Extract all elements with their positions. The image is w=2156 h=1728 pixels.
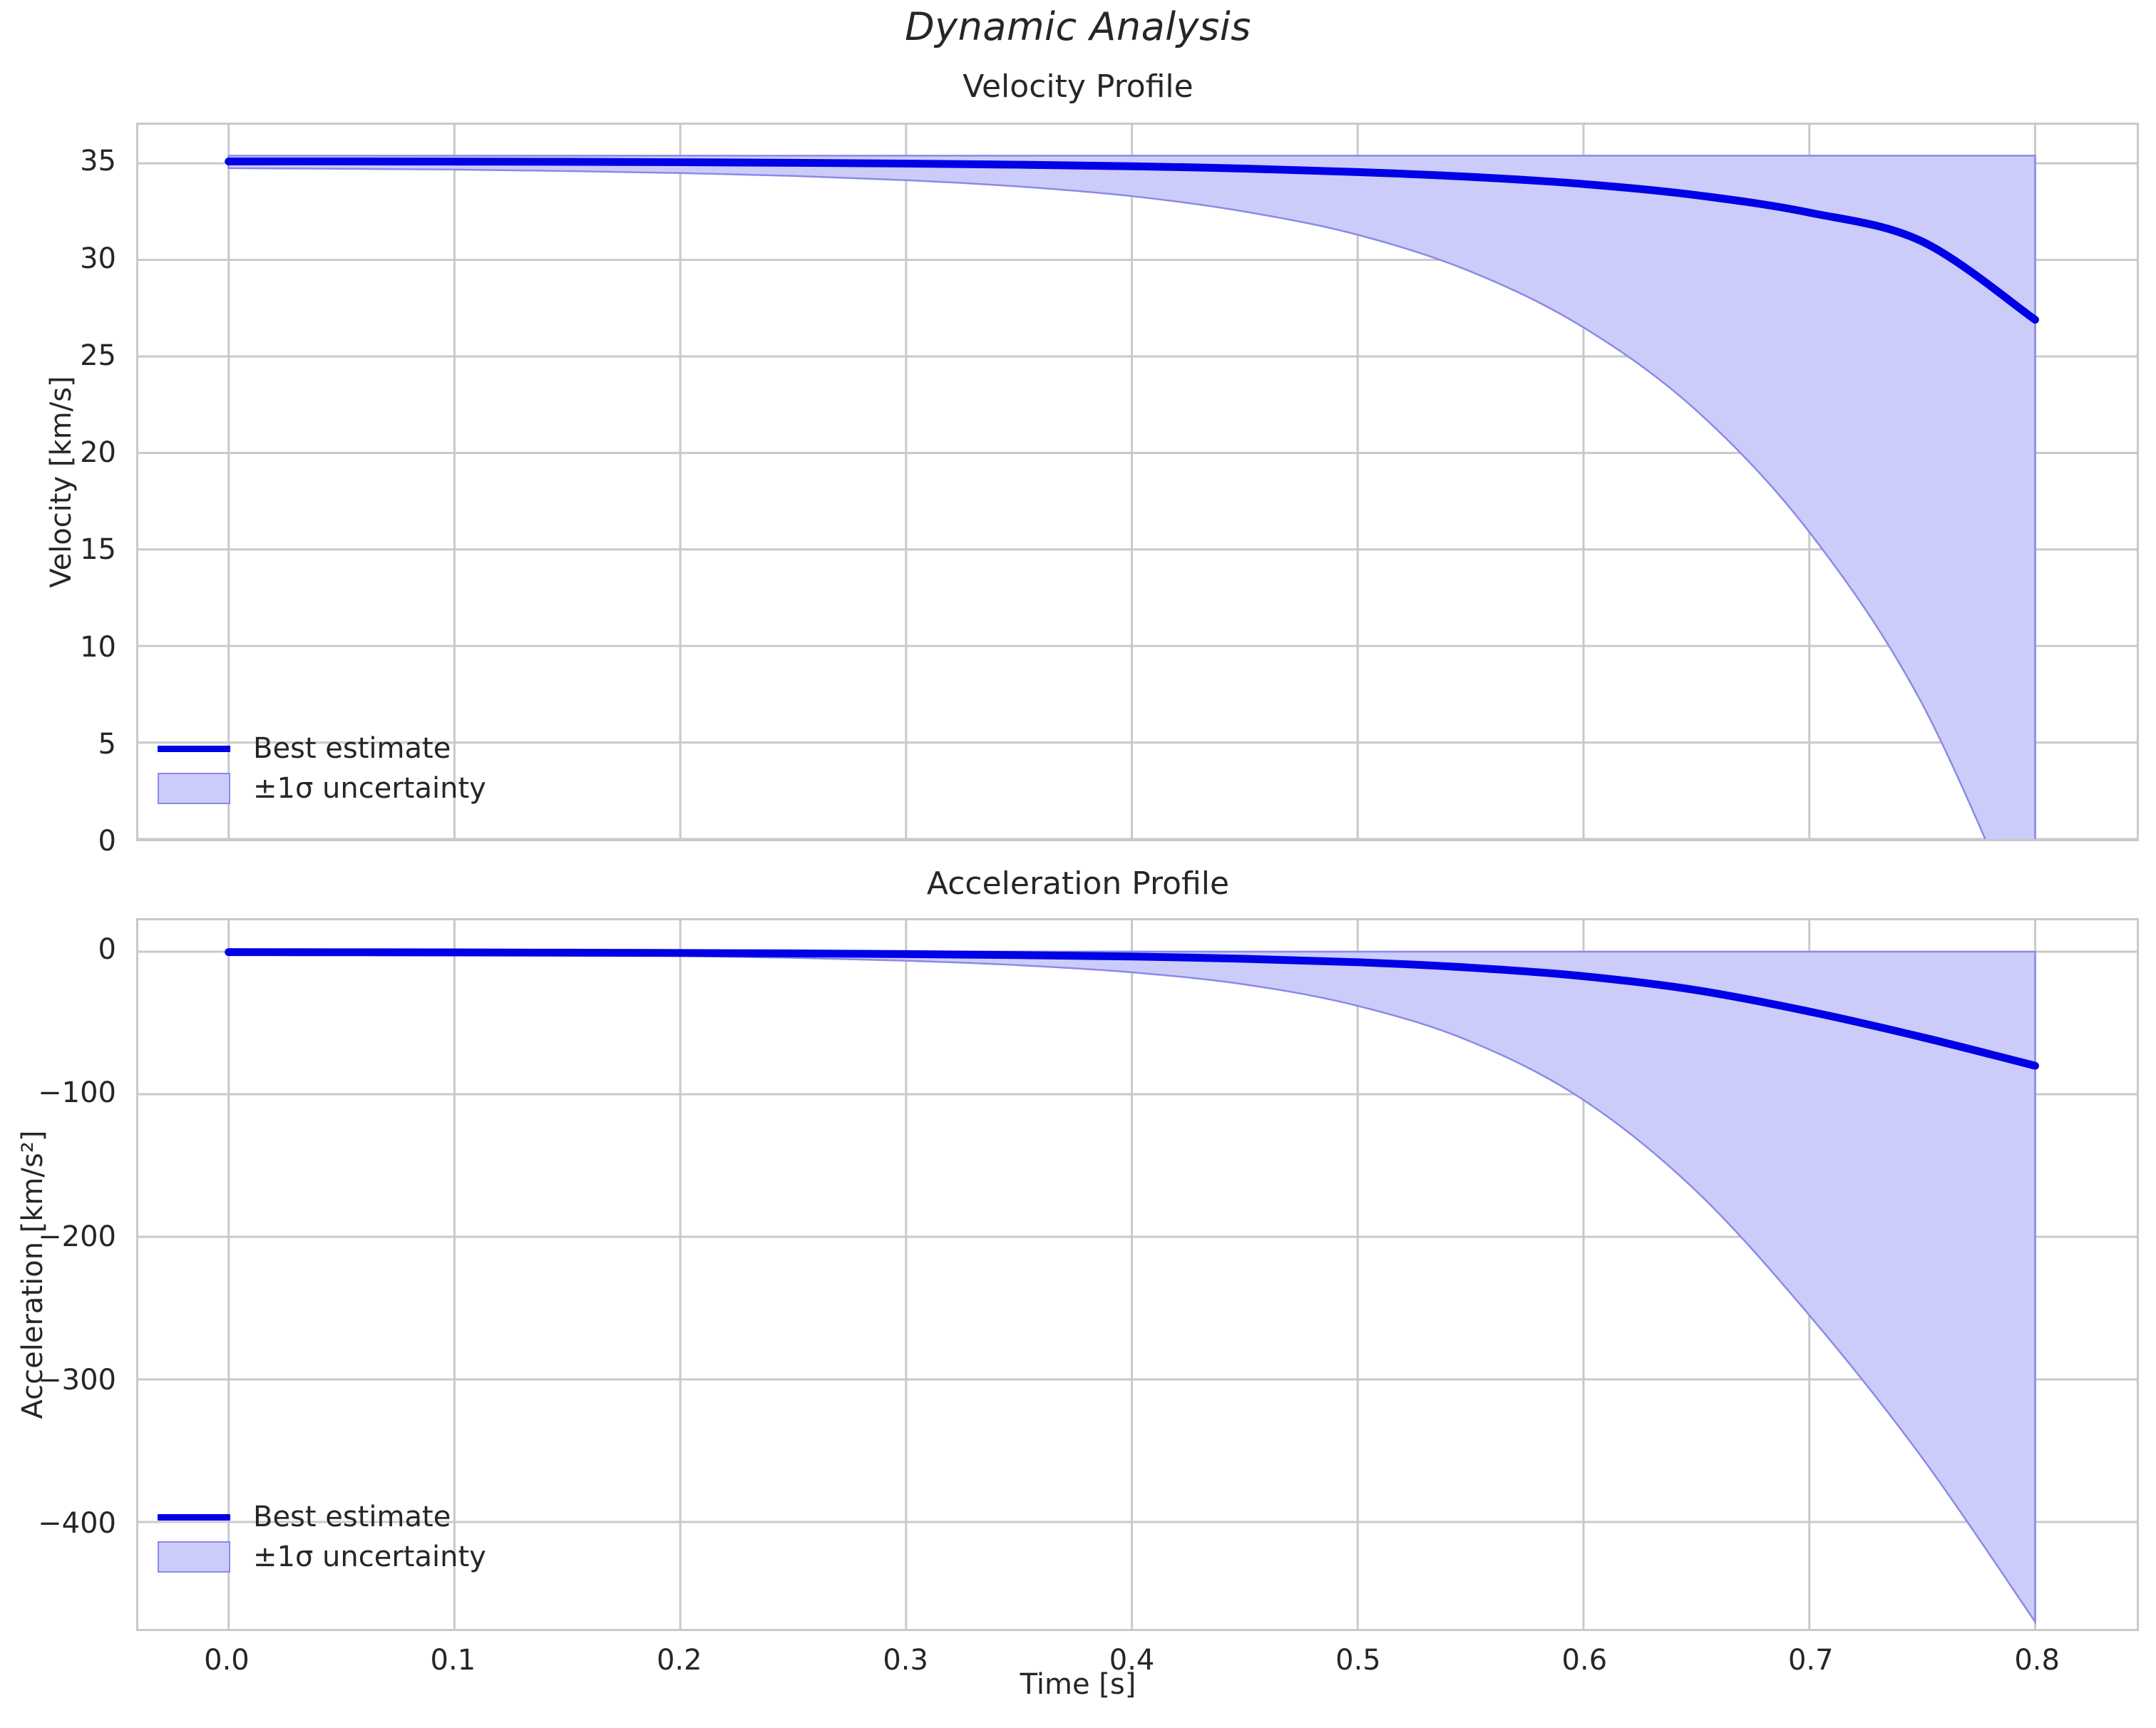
x-axis-label: Time [s]: [1020, 1668, 1136, 1701]
x-tick-label: 0.3: [883, 1644, 928, 1677]
x-tick-label: 0.8: [2014, 1644, 2060, 1677]
x-tick-label: 0.5: [1335, 1644, 1381, 1677]
x-tick-label: 0.6: [1561, 1644, 1608, 1677]
y-tick-label: 35: [80, 145, 116, 178]
y-tick-label: 30: [80, 242, 116, 275]
legend-line-swatch-icon: [152, 1501, 236, 1533]
legend-entry-best-estimate: Best estimate: [152, 729, 486, 768]
legend-patch-swatch-icon: [152, 1541, 236, 1573]
legend-entry-uncertainty: ±1σ uncertainty: [152, 768, 486, 808]
y-tick-label: −200: [38, 1220, 116, 1253]
y-tick-label: −400: [38, 1507, 116, 1541]
velocity-plot-svg: [138, 125, 2137, 839]
legend-entry-best-estimate: Best estimate: [152, 1497, 486, 1537]
y-tick-label: 5: [98, 727, 116, 761]
legend-label-uncertainty: ±1σ uncertainty: [253, 1541, 486, 1573]
velocity-legend: Best estimate ±1σ uncertainty: [152, 729, 486, 808]
x-tick-label: 0.7: [1787, 1644, 1834, 1677]
acceleration-subplot-title: Acceleration Profile: [926, 865, 1230, 902]
x-tick-label: 0.0: [204, 1644, 250, 1677]
figure-suptitle: Dynamic Analysis: [905, 4, 1251, 49]
velocity-subplot-title: Velocity Profile: [962, 68, 1194, 105]
acceleration-legend: Best estimate ±1σ uncertainty: [152, 1497, 486, 1577]
velocity-plot-area: [136, 123, 2139, 841]
x-tick-label: 0.1: [430, 1644, 476, 1677]
legend-label-best-estimate: Best estimate: [253, 732, 451, 765]
y-tick-label: 10: [80, 630, 116, 664]
y-tick-label: −300: [38, 1363, 116, 1397]
x-tick-label: 0.2: [656, 1644, 702, 1677]
legend-label-uncertainty: ±1σ uncertainty: [253, 772, 486, 805]
y-tick-label: 25: [80, 339, 116, 372]
legend-patch-swatch-icon: [152, 773, 236, 804]
acceleration-plot-area: [136, 918, 2139, 1631]
y-tick-label: 15: [80, 533, 116, 567]
legend-line-swatch-icon: [152, 733, 236, 764]
velocity-y-axis-label: Velocity [km/s]: [45, 376, 78, 588]
y-tick-label: −100: [38, 1076, 116, 1110]
x-tick-label: 0.4: [1109, 1644, 1155, 1677]
y-tick-label: 20: [80, 436, 116, 470]
y-tick-label: 0: [98, 933, 116, 967]
y-tick-label: 0: [98, 825, 116, 858]
legend-label-best-estimate: Best estimate: [253, 1501, 451, 1533]
legend-entry-uncertainty: ±1σ uncertainty: [152, 1537, 486, 1577]
acceleration-y-axis-label: Acceleration [km/s²]: [16, 1130, 49, 1419]
acceleration-plot-svg: [138, 920, 2137, 1629]
